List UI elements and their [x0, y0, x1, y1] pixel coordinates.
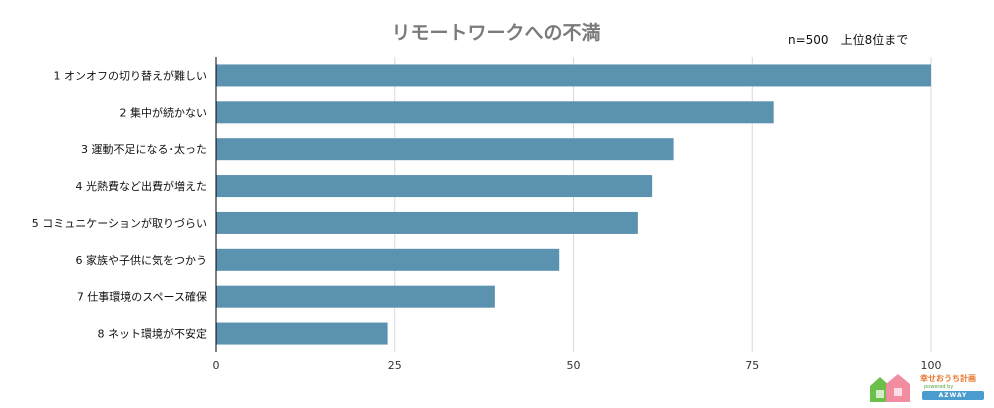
bar: [216, 322, 388, 345]
chart-title: リモートワークへの不満: [391, 22, 600, 44]
x-tick-label: 25: [388, 359, 402, 372]
gridlines: [394, 57, 932, 352]
x-tick-label: 100: [921, 359, 942, 372]
bars: [216, 64, 931, 345]
house-logo-icon: [870, 374, 910, 402]
bar: [216, 64, 931, 87]
logo-sub: powered by: [924, 384, 954, 390]
category-label: 6 家族や子供に気をつかう: [76, 253, 208, 267]
logo-text: 幸せおうち計画: [920, 374, 976, 383]
x-tick-label: 50: [567, 359, 581, 372]
logo-brand: AZWAY: [922, 391, 984, 400]
category-label: 8 ネット環境が不安定: [98, 327, 208, 341]
category-label: 5 コミュニケーションが取りづらい: [32, 216, 207, 230]
category-label: 2 集中が続かない: [120, 105, 208, 119]
x-tick-label: 0: [213, 359, 220, 372]
bar: [216, 248, 560, 271]
bar: [216, 211, 638, 234]
category-label: 4 光熱費など出費が増えた: [76, 179, 208, 193]
bar: [216, 101, 774, 124]
bar: [216, 138, 674, 161]
category-labels: 1 オンオフの切り替えが難しい 2 集中が続かない 3 運動不足になる･太った 4 光…: [32, 68, 207, 340]
sample-note: n=500 上位8位まで: [788, 32, 908, 47]
category-label: 7 仕事環境のスペース確保: [77, 290, 207, 304]
brand-logo: 幸せおうち計画 powered by AZWAY: [868, 372, 988, 404]
category-label: 1 オンオフの切り替えが難しい: [54, 68, 208, 82]
category-label: 3 運動不足になる･太った: [81, 142, 207, 156]
x-tick-label: 75: [745, 359, 759, 372]
bar: [216, 175, 653, 198]
x-tick-labels: 0 25 50 75 100: [213, 359, 942, 372]
bar: [216, 285, 495, 308]
